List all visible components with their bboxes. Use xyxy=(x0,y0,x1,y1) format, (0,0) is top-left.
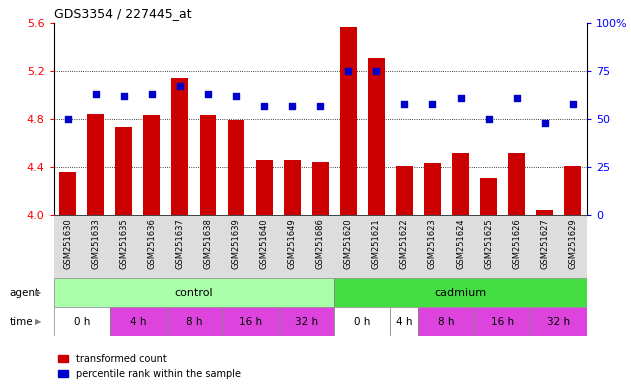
Text: GSM251649: GSM251649 xyxy=(288,218,297,269)
Point xyxy=(287,103,297,109)
Bar xyxy=(391,307,418,336)
Bar xyxy=(54,307,110,336)
Bar xyxy=(480,178,497,215)
Text: time: time xyxy=(9,316,33,327)
Bar xyxy=(278,307,334,336)
Bar xyxy=(334,307,391,336)
Point xyxy=(456,95,466,101)
Point xyxy=(399,101,410,107)
Text: GSM251627: GSM251627 xyxy=(540,218,549,269)
Text: GSM251636: GSM251636 xyxy=(148,218,156,269)
Bar xyxy=(334,278,587,307)
Text: GSM251620: GSM251620 xyxy=(344,218,353,269)
Text: 16 h: 16 h xyxy=(239,316,262,327)
Point xyxy=(371,68,381,74)
Point xyxy=(175,83,185,89)
Point xyxy=(91,91,101,97)
Text: GSM251635: GSM251635 xyxy=(119,218,128,269)
Text: GSM251624: GSM251624 xyxy=(456,218,465,269)
Point xyxy=(231,93,241,99)
Point xyxy=(315,103,326,109)
Text: 0 h: 0 h xyxy=(354,316,370,327)
Legend: transformed count, percentile rank within the sample: transformed count, percentile rank withi… xyxy=(59,354,241,379)
Point xyxy=(62,116,73,122)
Point xyxy=(203,91,213,97)
Bar xyxy=(172,78,188,215)
Bar xyxy=(228,120,244,215)
Text: GSM251639: GSM251639 xyxy=(232,218,240,269)
Text: GSM251640: GSM251640 xyxy=(259,218,269,269)
Point xyxy=(483,116,493,122)
Bar xyxy=(531,307,587,336)
Bar xyxy=(222,307,278,336)
Text: GSM251626: GSM251626 xyxy=(512,218,521,269)
Bar xyxy=(166,307,222,336)
Text: agent: agent xyxy=(9,288,40,298)
Bar xyxy=(87,114,104,215)
Text: GDS3354 / 227445_at: GDS3354 / 227445_at xyxy=(54,7,191,20)
Text: GSM251629: GSM251629 xyxy=(569,218,577,269)
Text: 0 h: 0 h xyxy=(73,316,90,327)
Text: GSM251633: GSM251633 xyxy=(91,218,100,269)
Bar xyxy=(424,164,441,215)
Text: cadmium: cadmium xyxy=(435,288,487,298)
Bar xyxy=(312,162,329,215)
Point xyxy=(119,93,129,99)
Point xyxy=(343,68,353,74)
Point xyxy=(540,120,550,126)
Bar xyxy=(452,153,469,215)
Text: GSM251630: GSM251630 xyxy=(63,218,72,269)
Point xyxy=(512,95,522,101)
Text: GSM251638: GSM251638 xyxy=(203,218,213,269)
Text: 32 h: 32 h xyxy=(295,316,318,327)
Text: ▶: ▶ xyxy=(35,288,41,297)
Text: 8 h: 8 h xyxy=(439,316,455,327)
Bar xyxy=(110,307,166,336)
Text: control: control xyxy=(175,288,213,298)
Text: GSM251622: GSM251622 xyxy=(400,218,409,269)
Bar xyxy=(418,307,475,336)
Text: 4 h: 4 h xyxy=(129,316,146,327)
Bar xyxy=(59,172,76,215)
Bar xyxy=(368,58,385,215)
Text: 8 h: 8 h xyxy=(186,316,202,327)
Bar xyxy=(396,166,413,215)
Text: 32 h: 32 h xyxy=(547,316,570,327)
Bar xyxy=(284,160,300,215)
Text: GSM251625: GSM251625 xyxy=(484,218,493,269)
Bar xyxy=(508,153,525,215)
Bar xyxy=(143,116,160,215)
Text: GSM251621: GSM251621 xyxy=(372,218,381,269)
Point xyxy=(259,103,269,109)
Text: GSM251637: GSM251637 xyxy=(175,218,184,269)
Text: 4 h: 4 h xyxy=(396,316,413,327)
Text: GSM251623: GSM251623 xyxy=(428,218,437,269)
Bar xyxy=(115,127,133,215)
Point xyxy=(147,91,157,97)
Bar xyxy=(340,26,357,215)
Bar xyxy=(536,210,553,215)
Bar xyxy=(199,116,216,215)
Bar xyxy=(475,307,531,336)
Text: GSM251686: GSM251686 xyxy=(316,218,325,269)
Point xyxy=(427,101,437,107)
Text: ▶: ▶ xyxy=(35,317,41,326)
Point xyxy=(568,101,578,107)
Bar xyxy=(564,166,581,215)
Bar xyxy=(256,160,273,215)
Text: 16 h: 16 h xyxy=(491,316,514,327)
Bar xyxy=(54,278,334,307)
